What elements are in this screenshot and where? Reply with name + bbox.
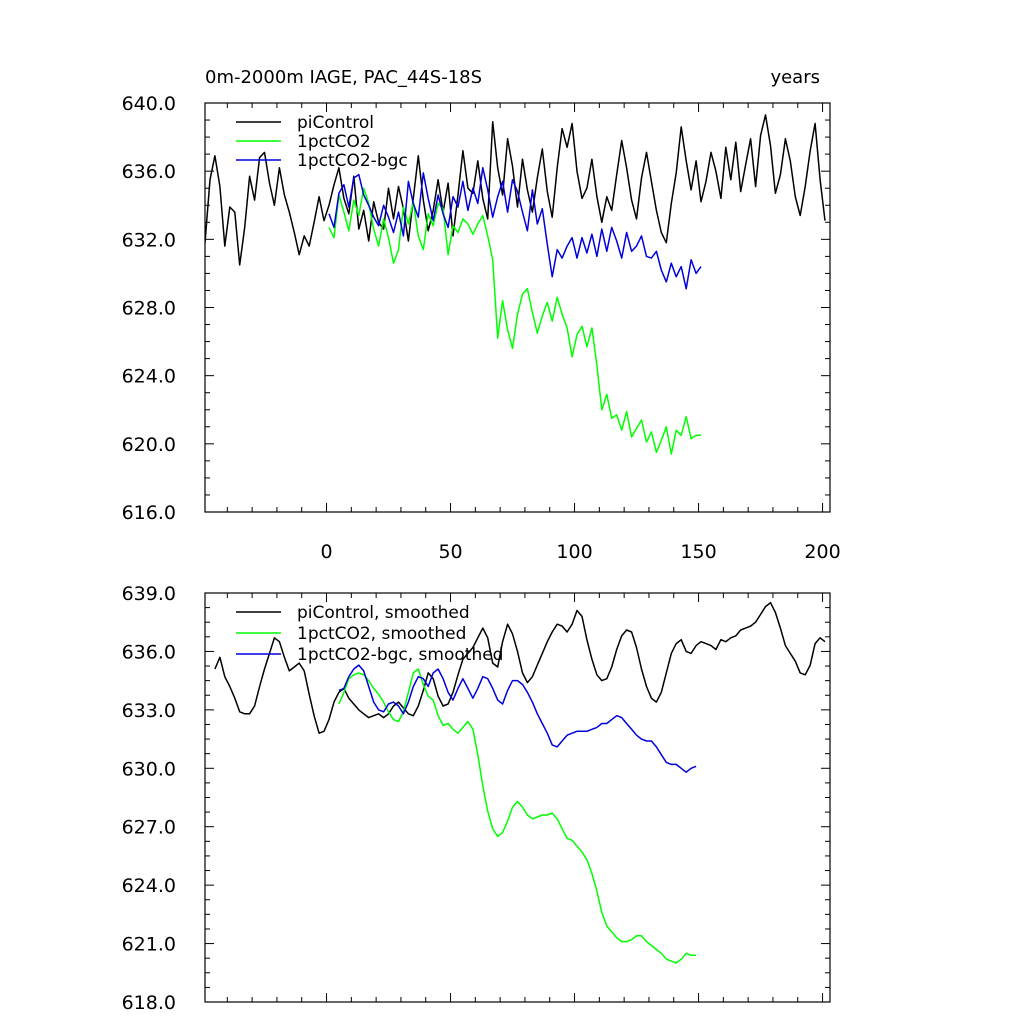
y-tick-label: 639.0 [122,583,176,605]
y-tick-label: 636.0 [122,161,176,183]
legend-label: 1pctCO2, smoothed [297,624,466,644]
legend-label: 1pctCO2-bgc [297,151,408,171]
y-tick-label: 633.0 [122,700,176,722]
y-tick-label: 621.0 [122,934,176,956]
series-line-1pctco2-smoothed [338,668,697,964]
y-tick-label: 628.0 [122,298,176,320]
x-tick-label: 100 [556,541,592,563]
y-tick-label: 618.0 [122,992,176,1014]
chart-units-label: years [770,67,820,88]
y-tick-label: 620.0 [122,434,176,456]
legend-label: 1pctCO2-bgc, smoothed [297,645,503,665]
x-tick-label: 200 [804,541,840,563]
x-tick-label: 150 [680,541,716,563]
x-tick-label: 0 [320,541,332,563]
chart-panel-2: 618.0 621.0 624.0 627.0 630.0 633.0 636.0 639.0… [122,583,831,1014]
chart-panel-1: 0m-2000m IAGE, PAC_44S-18S years 616.0 620.… [122,67,841,563]
y-tick-label: 616.0 [122,502,176,524]
y-tick-label: 632.0 [122,229,176,251]
series-line-1pctco2-bgc [328,167,702,290]
legend-label: piControl, smoothed [297,603,470,623]
series-line-picontrol-smoothed [214,601,826,734]
y-tick-label: 627.0 [122,817,176,839]
y-tick-label: 624.0 [122,366,176,388]
x-tick-label: 50 [438,541,462,563]
legend-label: piControl [297,113,374,133]
y-tick-label: 624.0 [122,875,176,897]
series-line-1pctco2-bgc-smoothed [338,664,697,773]
y-tick-label: 630.0 [122,758,176,780]
series-line-1pctco2 [328,187,701,455]
chart-title: 0m-2000m IAGE, PAC_44S-18S [205,67,482,88]
legend-label: 1pctCO2 [297,132,371,152]
y-tick-label: 640.0 [122,93,176,115]
y-tick-label: 636.0 [122,641,176,663]
